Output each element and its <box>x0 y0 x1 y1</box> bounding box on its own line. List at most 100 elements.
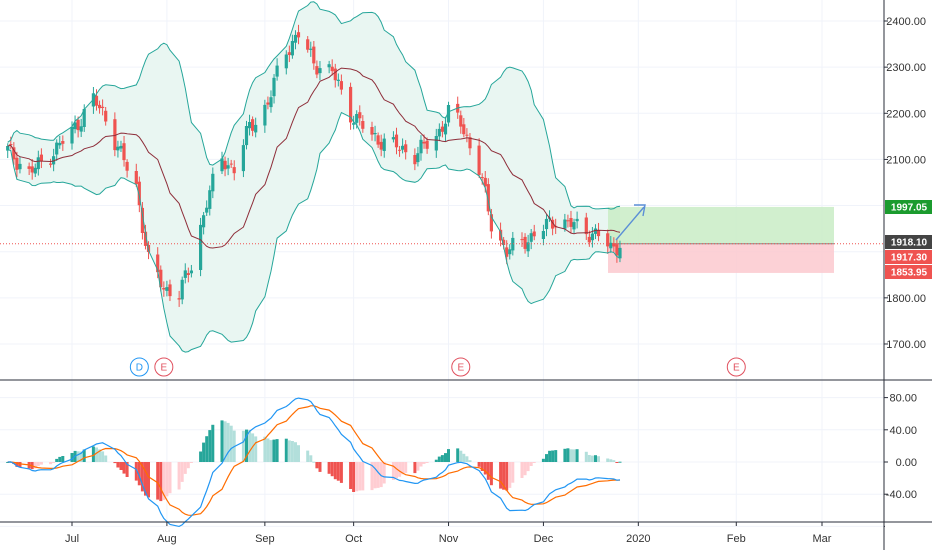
candle-body <box>79 126 83 132</box>
macd-histogram-bar <box>309 455 313 462</box>
candle-body <box>483 177 487 187</box>
macd-histogram-bar <box>379 462 383 488</box>
candle-body <box>544 218 549 230</box>
macd-histogram-bar <box>180 462 184 482</box>
price-tag-label: 1918.10 <box>891 238 928 249</box>
macd-histogram-bar <box>104 455 108 462</box>
projection-arrow-shaft <box>615 206 645 241</box>
price-tag: 1997.05 <box>885 200 932 214</box>
macd-histogram-bar <box>483 462 487 475</box>
candle-body <box>425 140 429 149</box>
candle-body <box>284 54 288 69</box>
candle-body <box>333 68 337 81</box>
macd-histogram-bar <box>434 459 438 462</box>
macd-histogram-bar <box>333 462 337 480</box>
candle-body <box>312 46 316 64</box>
macd-histogram-bar <box>199 451 203 462</box>
macd-histogram-bar <box>177 462 181 490</box>
macd-histogram-bar <box>355 462 359 492</box>
macd-histogram-bar <box>52 462 56 463</box>
macd-histogram-bar <box>358 462 362 491</box>
macd-histogram-bar <box>395 462 398 479</box>
macd-histogram-bar <box>413 462 417 474</box>
macd-histogram-bar <box>615 462 619 463</box>
macd-histogram-bar <box>49 462 53 465</box>
candle-body <box>162 288 166 290</box>
candle-body <box>156 254 160 273</box>
candle-body <box>159 269 163 288</box>
candle-body <box>248 122 252 129</box>
bollinger-upper-line <box>7 1 621 210</box>
candle-body <box>39 154 43 162</box>
candle-body <box>287 52 291 55</box>
position-loss-zone <box>608 243 834 273</box>
candle-body <box>30 166 34 173</box>
candle-body <box>551 219 555 229</box>
candle-body <box>119 145 123 149</box>
macd-histogram-bar <box>156 462 160 500</box>
macd-histogram-bar <box>480 462 484 471</box>
candle-body <box>355 114 359 123</box>
macd-histogram-bar <box>39 462 43 465</box>
macd-histogram-bar <box>425 462 429 463</box>
candle-body <box>339 81 343 90</box>
candle-body <box>290 41 294 56</box>
candle-body <box>618 247 622 259</box>
macd-histogram-bar <box>502 462 506 490</box>
time-axis-label: Feb <box>727 533 746 545</box>
event-marker[interactable]: D <box>129 357 149 377</box>
candle-body <box>398 149 402 151</box>
candle-body <box>52 156 56 165</box>
event-marker[interactable]: E <box>154 357 174 377</box>
macd-histogram-bar <box>551 450 555 462</box>
macd-histogram-bar <box>205 436 209 462</box>
candle-body <box>529 233 533 242</box>
macd-histogram-bar <box>70 453 74 462</box>
macd-histogram-bar <box>287 440 291 462</box>
macd-histogram-bar <box>18 462 22 468</box>
macd-histogram-bar <box>266 438 270 462</box>
macd-histogram-bar <box>159 462 163 502</box>
candle-body <box>180 279 184 300</box>
macd-histogram-bar <box>554 450 558 462</box>
candle-body <box>440 126 444 132</box>
event-marker-label: E <box>457 363 464 374</box>
macd-histogram-bar <box>612 460 616 462</box>
candle-body <box>422 141 426 144</box>
candle-body <box>211 173 215 192</box>
candle-body <box>269 97 273 108</box>
candle-body <box>9 144 13 145</box>
macd-histogram-bar <box>241 430 245 462</box>
time-axis-label: Aug <box>157 533 177 545</box>
candle-body <box>94 95 99 106</box>
macd-histogram-bar <box>548 450 552 462</box>
macd-histogram-bar <box>465 456 469 462</box>
candle-body <box>309 48 313 50</box>
candle-body <box>511 237 515 251</box>
macd-histogram-bar <box>137 462 141 486</box>
macd-histogram-bar <box>58 456 62 462</box>
candle-body <box>526 242 530 252</box>
candle-body <box>58 142 62 146</box>
candle-body <box>263 104 267 126</box>
macd-histogram-bar <box>15 462 19 467</box>
candle-body <box>189 270 193 274</box>
macd-histogram-bar <box>419 462 423 467</box>
macd-histogram-bar <box>330 462 334 477</box>
candle-body <box>566 220 570 222</box>
price-tag-label: 1997.05 <box>891 203 928 214</box>
event-marker[interactable]: E <box>451 357 471 377</box>
macd-histogram-bar <box>327 462 331 474</box>
macd-histogram-bar <box>597 456 600 462</box>
macd-histogram-bar <box>373 462 377 489</box>
event-marker[interactable]: E <box>726 357 746 377</box>
event-marker-circle <box>726 357 746 377</box>
candle-body <box>241 145 245 172</box>
projection-arrow-head <box>634 204 646 217</box>
macd-histogram-bar <box>211 424 215 462</box>
candle-body <box>36 157 40 170</box>
macd-histogram-bar <box>618 461 622 463</box>
